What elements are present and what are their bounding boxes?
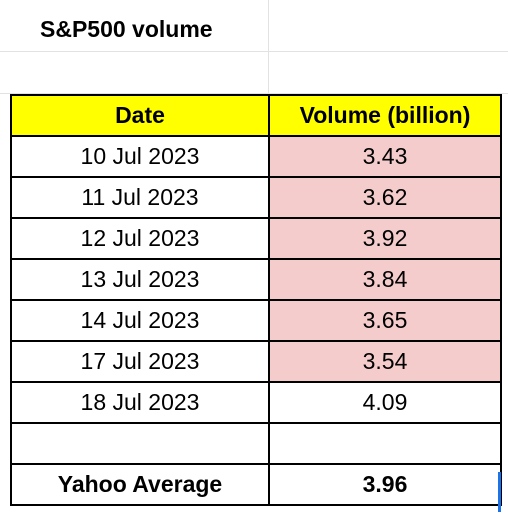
empty-cell[interactable] [10,422,270,465]
table-row: 18 Jul 2023 4.09 [10,381,502,424]
date-cell[interactable]: 14 Jul 2023 [10,299,270,342]
header-volume[interactable]: Volume (billion) [268,94,502,137]
date-cell[interactable]: 18 Jul 2023 [10,381,270,424]
empty-row [10,422,502,465]
date-cell[interactable]: 11 Jul 2023 [10,176,270,219]
summary-row: Yahoo Average 3.96 [10,463,502,506]
volume-cell[interactable]: 3.54 [268,340,502,383]
average-label-cell[interactable]: Yahoo Average [10,463,270,506]
cell-selection-indicator[interactable] [498,472,501,512]
table-row: 11 Jul 2023 3.62 [10,176,502,219]
table-header-row: Date Volume (billion) [10,94,502,137]
table-row: 10 Jul 2023 3.43 [10,135,502,178]
date-cell[interactable]: 17 Jul 2023 [10,340,270,383]
empty-cell[interactable] [268,422,502,465]
volume-cell[interactable]: 4.09 [268,381,502,424]
volume-cell[interactable]: 3.84 [268,258,502,301]
date-cell[interactable]: 13 Jul 2023 [10,258,270,301]
volume-cell[interactable]: 3.65 [268,299,502,342]
grid-column-divider [268,0,269,94]
sheet-title[interactable]: S&P500 volume [40,16,213,42]
volume-cell[interactable]: 3.62 [268,176,502,219]
volume-cell[interactable]: 3.43 [268,135,502,178]
date-cell[interactable]: 12 Jul 2023 [10,217,270,260]
header-date[interactable]: Date [10,94,270,137]
date-cell[interactable]: 10 Jul 2023 [10,135,270,178]
table-row: 17 Jul 2023 3.54 [10,340,502,383]
table-row: 13 Jul 2023 3.84 [10,258,502,301]
grid-row-2[interactable] [0,52,508,94]
volume-table: Date Volume (billion) 10 Jul 2023 3.43 1… [10,94,502,506]
grid-row-1[interactable] [0,0,508,52]
table-row: 12 Jul 2023 3.92 [10,217,502,260]
volume-cell[interactable]: 3.92 [268,217,502,260]
average-value-cell[interactable]: 3.96 [268,463,502,506]
table-row: 14 Jul 2023 3.65 [10,299,502,342]
